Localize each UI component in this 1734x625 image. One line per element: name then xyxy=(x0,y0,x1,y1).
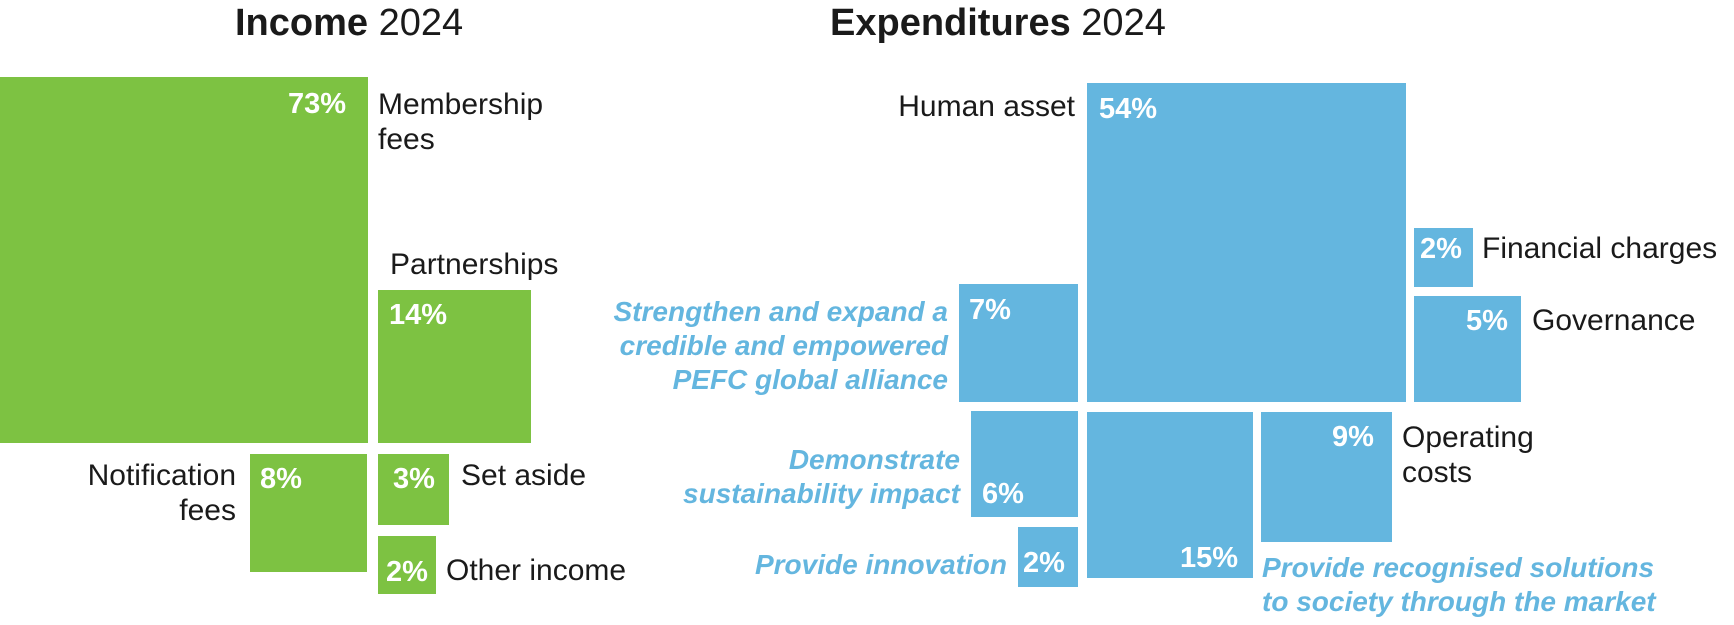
income-label-membership-fees-line1: Membership xyxy=(378,88,544,121)
expenditures-title: Expenditures 2024 xyxy=(830,2,1166,45)
income-title-year: 2024 xyxy=(378,2,464,44)
expenditures-title-text: Expenditures xyxy=(830,2,1071,44)
exp-pct-operating-costs: 9% xyxy=(1332,421,1374,453)
income-label-membership-fees-line2: fees xyxy=(378,123,435,156)
exp-pct-recognised-solutions: 15% xyxy=(1180,542,1239,574)
expenditures-title-year: 2024 xyxy=(1081,2,1166,44)
exp-label-operating-costs: Operating costs xyxy=(1402,420,1534,490)
exp-box-provide-innovation xyxy=(1018,527,1078,587)
exp-label-human-asset: Human asset xyxy=(898,90,1075,123)
income-label-partnerships: Partnerships xyxy=(390,248,559,281)
income-label-notification-fees-line1: Notification xyxy=(87,459,236,492)
income-box-set-aside xyxy=(378,454,449,525)
exp-label-operating-costs-line2: costs xyxy=(1402,456,1473,489)
income-box-other-income xyxy=(378,536,436,594)
income-box-membership-fees xyxy=(0,77,368,443)
exp-label-recognised-line1: Provide recognised solutions xyxy=(1262,552,1655,583)
income-pct-partnerships: 14% xyxy=(389,299,448,331)
income-box-notification-fees xyxy=(250,454,367,572)
exp-pct-demonstrate-impact: 6% xyxy=(982,478,1024,510)
exp-label-operating-costs-line1: Operating xyxy=(1402,421,1534,454)
income-box-partnerships xyxy=(378,290,531,443)
exp-pct-strengthen-alliance: 7% xyxy=(969,294,1011,326)
exp-pct-human-asset: 54% xyxy=(1099,93,1158,125)
exp-box-governance xyxy=(1414,296,1521,402)
exp-pct-provide-innovation: 2% xyxy=(1023,547,1065,579)
income-title-text: Income xyxy=(235,2,369,44)
income-pct-other-income: 2% xyxy=(386,556,428,588)
income-label-notification-fees-line2: fees xyxy=(179,494,236,527)
exp-label-provide-innovation: Provide innovation xyxy=(754,549,1007,580)
income-label-other-income: Other income xyxy=(446,554,627,587)
exp-box-recognised-solutions xyxy=(1087,412,1253,578)
exp-label-demonstrate-line2: sustainability impact xyxy=(683,478,960,509)
exp-box-financial-charges xyxy=(1414,228,1473,287)
exp-box-operating-costs xyxy=(1261,412,1392,542)
exp-label-governance: Governance xyxy=(1532,304,1696,337)
exp-label-strengthen-line1: Strengthen and expand a xyxy=(613,296,949,327)
exp-label-recognised-line2: to society through the market xyxy=(1262,586,1656,617)
exp-label-strengthen-line2: credible and empowered xyxy=(619,330,948,361)
income-pct-membership-fees: 73% xyxy=(288,88,347,120)
exp-label-financial-charges: Financial charges xyxy=(1482,232,1718,265)
exp-label-recognised-solutions: Provide recognised solutions to society … xyxy=(1262,551,1656,619)
exp-label-demonstrate-line1: Demonstrate xyxy=(788,444,960,475)
income-label-membership-fees: Membership fees xyxy=(378,87,543,157)
income-label-set-aside: Set aside xyxy=(461,459,587,492)
income-title: Income 2024 xyxy=(235,2,463,45)
exp-box-human-asset xyxy=(1087,83,1406,402)
exp-label-demonstrate-impact: Demonstrate sustainability impact xyxy=(683,443,960,511)
income-label-notification-fees: Notification fees xyxy=(88,458,236,528)
exp-label-strengthen-alliance: Strengthen and expand a credible and emp… xyxy=(614,295,949,397)
income-pct-set-aside: 3% xyxy=(393,463,435,495)
exp-label-strengthen-line3: PEFC global alliance xyxy=(672,364,948,395)
exp-pct-financial-charges: 2% xyxy=(1420,233,1462,265)
exp-box-demonstrate-impact xyxy=(971,411,1078,517)
exp-box-strengthen-alliance xyxy=(959,284,1078,402)
income-pct-notification-fees: 8% xyxy=(260,463,302,495)
exp-pct-governance: 5% xyxy=(1466,305,1508,337)
